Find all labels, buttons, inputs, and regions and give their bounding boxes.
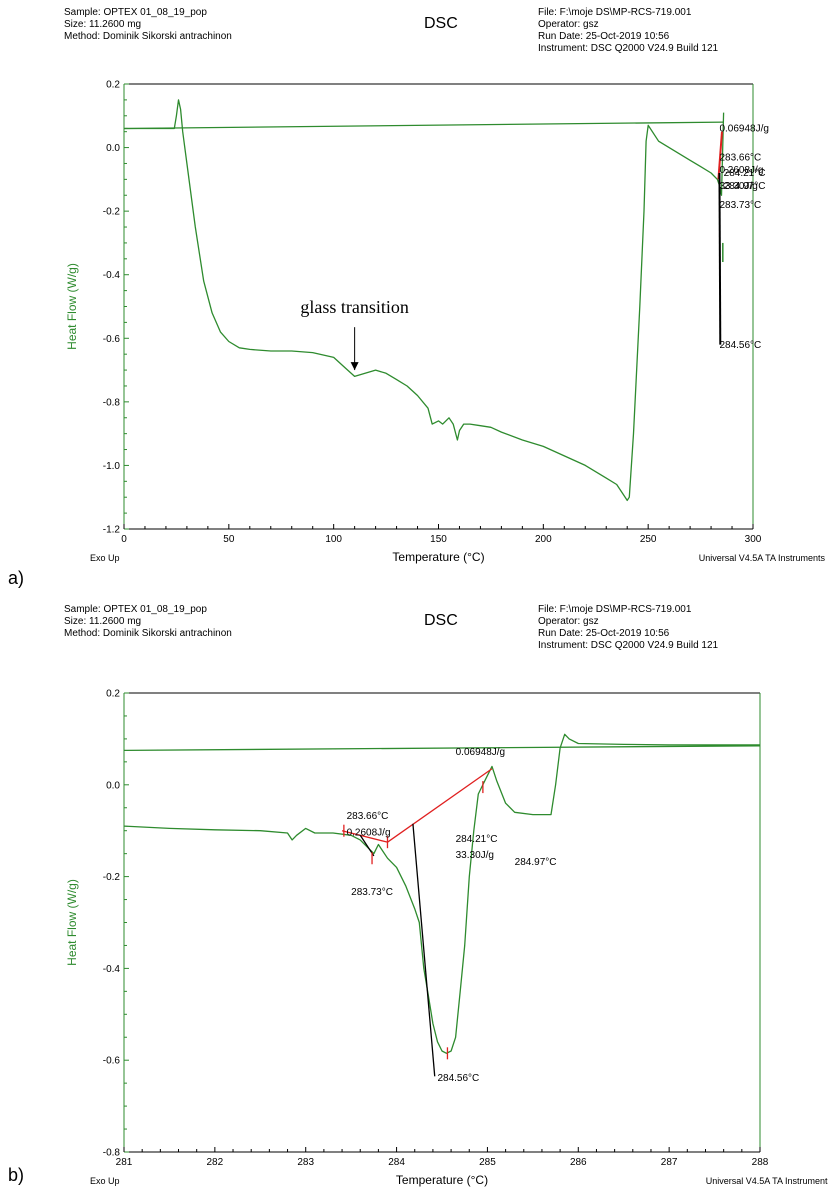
annotation-label: 283.73°C [351, 887, 393, 898]
annotation-label: 284.97°C [724, 181, 766, 192]
x-tick-label: 282 [207, 1157, 224, 1168]
sample-text: Sample: OPTEX 01_08_19_pop [64, 7, 207, 18]
panel-b: Sample: OPTEX 01_08_19_pop Size: 11.2600… [0, 597, 828, 1195]
run-date-text: Run Date: 25-Oct-2019 10:56 [538, 31, 670, 42]
file-text: File: F:\moje DS\MP-RCS-719.001 [538, 604, 692, 615]
x-tick-label: 300 [745, 534, 762, 545]
panel-label: b) [8, 1165, 25, 1185]
y-tick-label: -0.6 [103, 334, 121, 345]
annotation-label: 0.06948J/g [456, 747, 506, 758]
header-right: File: F:\moje DS\MP-RCS-719.001 Operator… [538, 7, 718, 55]
instrument-text: Instrument: DSC Q2000 V24.9 Build 121 [538, 43, 719, 54]
x-tick-label: 281 [116, 1157, 133, 1168]
y-tick-label: 0.2 [106, 80, 120, 91]
x-tick-label: 100 [325, 534, 342, 545]
black-tangent-line [412, 823, 436, 1077]
x-tick-label: 150 [430, 534, 447, 545]
size-text: Size: 11.2600 mg [64, 19, 142, 30]
annotation-label: 283.66°C [347, 811, 389, 822]
glass-transition-annotation: glass transition [300, 297, 409, 317]
annotation-label: 284.97°C [515, 857, 557, 868]
annotation-label: 284.21°C [456, 834, 498, 845]
heat-flow-trace [123, 733, 760, 1054]
x-axis-label: Temperature (°C) [396, 1173, 488, 1187]
red-construction-line [717, 131, 723, 180]
header-left: Sample: OPTEX 01_08_19_pop Size: 11.2600… [64, 7, 232, 43]
x-tick-label: 283 [297, 1157, 314, 1168]
panel-label: a) [8, 568, 25, 588]
y-tick-label: -1.0 [103, 461, 121, 472]
y-tick-label: -0.2 [103, 872, 121, 883]
y-tick-label: -0.6 [103, 1056, 121, 1067]
annotation-label: 283.73°C [719, 200, 761, 211]
annotation-label: 0.2608J/g [347, 827, 391, 838]
x-tick-label: 285 [479, 1157, 496, 1168]
x-tick-label: 286 [570, 1157, 587, 1168]
x-tick-label: 200 [535, 534, 552, 545]
red-construction-line [341, 830, 388, 843]
panel-a: Sample: OPTEX 01_08_19_pop Size: 11.2600… [0, 0, 828, 597]
x-tick-label: 284 [388, 1157, 405, 1168]
heat-flow-trace [124, 99, 725, 502]
operator-text: Operator: gsz [538, 616, 599, 627]
y-tick-label: 0.0 [106, 780, 120, 791]
y-tick-label: -0.4 [103, 964, 121, 975]
x-tick-label: 287 [661, 1157, 678, 1168]
annotation-label: 283.66°C [719, 152, 761, 163]
y-tick-label: -0.8 [103, 1148, 121, 1159]
annotation-label: 0.06948J/g [719, 124, 769, 135]
x-tick-label: 250 [640, 534, 657, 545]
run-date-text: Run Date: 25-Oct-2019 10:56 [538, 628, 670, 639]
header-left: Sample: OPTEX 01_08_19_pop Size: 11.2600… [64, 604, 232, 640]
y-tick-label: -0.2 [103, 207, 121, 218]
annotation-label: 0.2608J/g [719, 165, 763, 176]
y-tick-label: 0.0 [106, 143, 120, 154]
operator-text: Operator: gsz [538, 19, 599, 30]
annotation-label: 33.30J/g [719, 181, 757, 192]
chart-title: DSC [424, 612, 458, 629]
arrow-head [350, 362, 359, 371]
exo-up-label: Exo Up [90, 553, 120, 563]
y-axis-label: Heat Flow (W/g) [65, 879, 79, 966]
baseline-trace [123, 121, 724, 130]
black-tangent-line [718, 172, 722, 345]
x-axis-label: Temperature (°C) [392, 550, 484, 564]
software-label: Universal V4.5A TA Instruments [699, 553, 826, 563]
y-axis-label: Heat Flow (W/g) [65, 263, 79, 350]
y-tick-label: -0.8 [103, 397, 121, 408]
chart-a: 0.2 0.0 -0.2 -0.4 -0.6 -0.8 -1.0 -1.20 50 100 150 2… [65, 80, 826, 565]
y-tick-label: 0.2 [106, 689, 120, 700]
y-tick-label: -0.4 [103, 270, 121, 281]
header-right: File: F:\moje DS\MP-RCS-719.001 Operator… [538, 604, 718, 652]
chart-title: DSC [424, 15, 458, 32]
baseline-trace [123, 745, 761, 752]
y-tick-label: -1.2 [103, 525, 121, 536]
x-tick-label: 288 [752, 1157, 769, 1168]
annotation-label: 33.30J/g [456, 850, 494, 861]
method-text: Method: Dominik Sikorski antrachinon [64, 31, 232, 42]
exo-up-label: Exo Up [90, 1176, 120, 1186]
annotation-label: 284.56°C [719, 340, 761, 351]
annotation-label: 284.21°C [724, 168, 766, 179]
red-construction-line [387, 768, 493, 843]
file-text: File: F:\moje DS\MP-RCS-719.001 [538, 7, 692, 18]
annotation-label: 284.56°C [437, 1073, 479, 1084]
method-text: Method: Dominik Sikorski antrachinon [64, 628, 232, 639]
size-text: Size: 11.2600 mg [64, 616, 142, 627]
software-label: Universal V4.5A TA Instruments [706, 1176, 828, 1186]
x-tick-label: 0 [121, 534, 127, 545]
sample-text: Sample: OPTEX 01_08_19_pop [64, 604, 207, 615]
instrument-text: Instrument: DSC Q2000 V24.9 Build 121 [538, 640, 719, 651]
x-tick-label: 50 [223, 534, 235, 545]
